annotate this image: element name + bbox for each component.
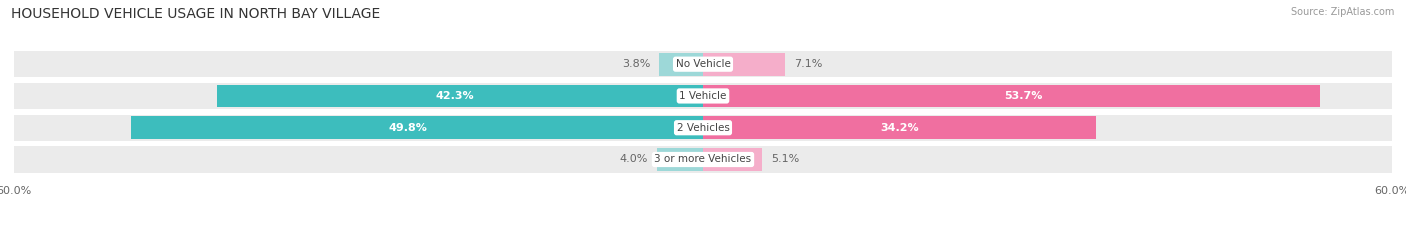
Bar (659, 53, 703, 76)
Text: 42.3%: 42.3% (436, 91, 474, 101)
Text: 7.1%: 7.1% (794, 59, 823, 69)
Bar (14, 51, 1392, 77)
Bar (218, 85, 703, 107)
Text: 3 or more Vehicles: 3 or more Vehicles (654, 154, 752, 164)
Text: HOUSEHOLD VEHICLE USAGE IN NORTH BAY VILLAGE: HOUSEHOLD VEHICLE USAGE IN NORTH BAY VIL… (11, 7, 381, 21)
Text: 34.2%: 34.2% (880, 123, 920, 133)
Bar (131, 116, 703, 139)
Text: 5.1%: 5.1% (770, 154, 799, 164)
Bar (657, 148, 703, 171)
Text: 53.7%: 53.7% (1004, 91, 1042, 101)
Bar (14, 115, 1392, 141)
Text: 2 Vehicles: 2 Vehicles (676, 123, 730, 133)
Text: 1 Vehicle: 1 Vehicle (679, 91, 727, 101)
Bar (703, 53, 785, 76)
Text: Source: ZipAtlas.com: Source: ZipAtlas.com (1291, 7, 1395, 17)
Text: 4.0%: 4.0% (620, 154, 648, 164)
Text: 3.8%: 3.8% (621, 59, 650, 69)
Text: No Vehicle: No Vehicle (675, 59, 731, 69)
Bar (703, 148, 762, 171)
Bar (703, 116, 1095, 139)
Text: 49.8%: 49.8% (388, 123, 427, 133)
Bar (14, 147, 1392, 172)
Bar (14, 83, 1392, 109)
Bar (703, 85, 1320, 107)
